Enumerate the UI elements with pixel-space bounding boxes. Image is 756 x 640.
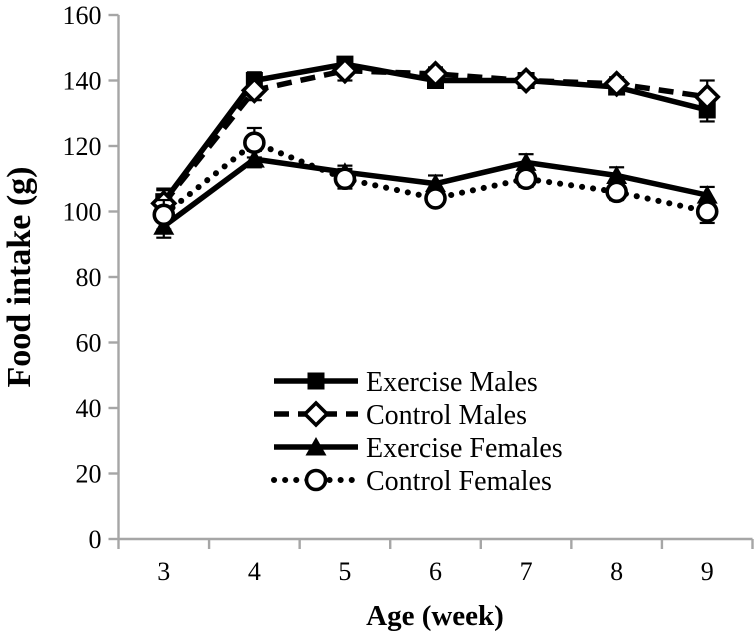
y-axis-title: Food intake (g): [1, 167, 38, 388]
x-tick-label: 7: [520, 557, 533, 586]
y-axis-ticks: 0 20 40 60 80 100 120 140 160: [63, 1, 119, 554]
legend-label: Exercise Females: [366, 433, 563, 464]
y-tick-label: 40: [76, 394, 102, 423]
legend-item-exercise-males: Exercise Males: [274, 367, 538, 398]
series-markers: [152, 131, 719, 227]
x-axis-ticks: 3 4 5 6 7 8 9: [117, 539, 754, 586]
x-tick-label: 6: [429, 557, 442, 586]
legend-item-control-females: Control Females: [271, 466, 552, 497]
legend-label: Control Females: [366, 466, 552, 497]
x-tick-label: 3: [157, 557, 170, 586]
legend-label: Control Males: [366, 400, 527, 431]
x-tick-label: 4: [248, 557, 261, 586]
x-axis-title: Age (week): [366, 600, 504, 632]
legend-label: Exercise Males: [366, 367, 538, 398]
legend-item-exercise-females: Exercise Females: [274, 433, 563, 464]
chart-generated: 0 20 40 60 80 100 120 140 160 3 4 5 6 7 8 9 Exercise Mal…: [63, 1, 754, 586]
legend-item-control-males: Control Males: [274, 400, 527, 431]
series-control-females: [152, 126, 719, 231]
x-tick-label: 8: [610, 557, 623, 586]
y-tick-label: 120: [63, 132, 102, 161]
y-tick-label: 140: [63, 67, 102, 96]
y-tick-label: 160: [63, 1, 102, 30]
y-tick-label: 80: [76, 263, 102, 292]
y-tick-label: 20: [76, 460, 102, 489]
y-tick-label: 0: [89, 525, 102, 554]
x-tick-label: 5: [338, 557, 351, 586]
y-tick-label: 60: [76, 329, 102, 358]
y-tick-label: 100: [63, 198, 102, 227]
x-tick-label: 9: [701, 557, 714, 586]
